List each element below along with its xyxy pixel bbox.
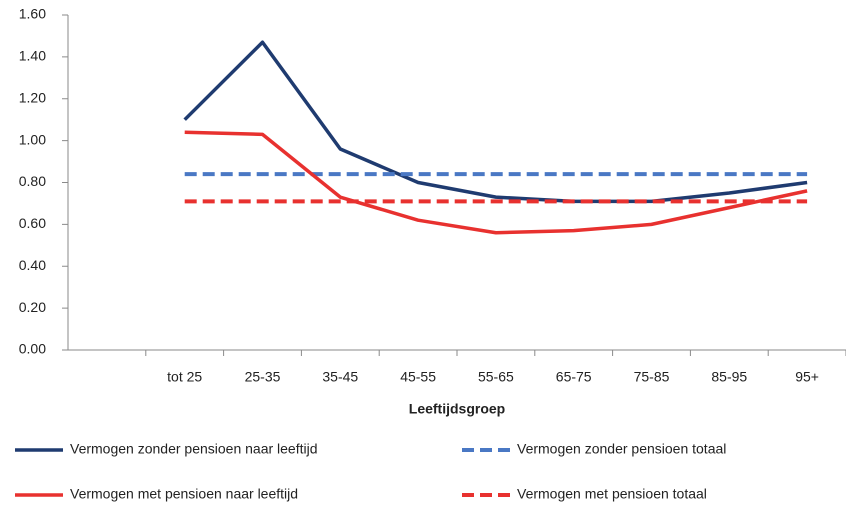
x-tick-label: tot 25 bbox=[167, 369, 202, 385]
x-tick-label: 65-75 bbox=[556, 369, 592, 385]
legend-label: Vermogen met pensioen naar leeftijd bbox=[70, 486, 298, 502]
y-tick-label: 0.60 bbox=[19, 215, 46, 231]
y-tick-label: 0.80 bbox=[19, 173, 46, 189]
x-tick-label: 85-95 bbox=[711, 369, 747, 385]
y-tick-label: 0.40 bbox=[19, 257, 46, 273]
x-tick-label: 55-65 bbox=[478, 369, 514, 385]
x-axis-title: Leeftijdsgroep bbox=[409, 401, 505, 417]
x-tick-label: 45-55 bbox=[400, 369, 436, 385]
x-tick-label: 25-35 bbox=[245, 369, 281, 385]
legend-label: Vermogen met pensioen totaal bbox=[517, 486, 707, 502]
legend-label: Vermogen zonder pensioen totaal bbox=[517, 441, 726, 457]
y-tick-label: 0.00 bbox=[19, 341, 46, 357]
y-tick-label: 0.20 bbox=[19, 299, 46, 315]
y-tick-label: 1.40 bbox=[19, 48, 46, 64]
x-tick-label: 35-45 bbox=[322, 369, 358, 385]
series-line bbox=[183, 40, 808, 204]
legend-label: Vermogen zonder pensioen naar leeftijd bbox=[70, 441, 318, 457]
y-tick-label: 1.00 bbox=[19, 131, 46, 147]
y-tick-label: 1.20 bbox=[19, 89, 46, 105]
series-line bbox=[184, 130, 808, 235]
x-tick-label: 75-85 bbox=[634, 369, 670, 385]
x-tick-label: 95+ bbox=[795, 369, 819, 385]
y-tick-label: 1.60 bbox=[19, 6, 46, 22]
